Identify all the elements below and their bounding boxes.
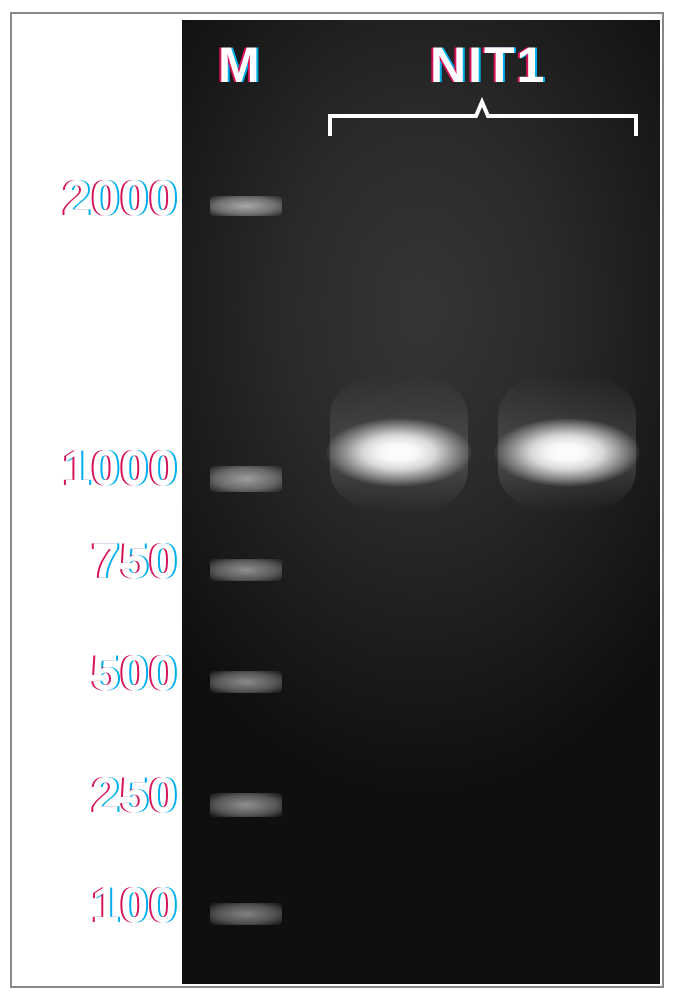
sample-bracket-path [330,102,636,136]
sample-bracket [182,20,660,160]
ladder-band [210,196,282,216]
ladder-band [210,559,282,581]
ladder-size-label: 750 [24,532,178,590]
ladder-size-label-text: 2000 [63,170,178,226]
ladder-band [210,466,282,492]
figure-frame: M NIT1 2000 1000 750 500 250 100 [10,12,664,988]
ladder-size-label-text: 500 [92,645,178,701]
ladder-size-label: 250 [24,766,178,824]
ladder-size-label-text: 250 [92,767,178,823]
ladder-size-label-text: 100 [92,877,178,933]
ladder-band [210,793,282,817]
ladder-size-label: 100 [24,876,178,934]
sample-band [492,404,642,492]
ladder-size-label: 2000 [24,169,178,227]
ladder-size-label: 1000 [24,439,178,497]
ladder-size-label-text: 750 [92,533,178,589]
ladder-size-label: 500 [24,644,178,702]
sample-band [324,404,474,492]
ladder-size-label-text: 1000 [63,440,178,496]
ladder-band [210,671,282,693]
gel-image: M NIT1 [182,20,660,984]
ladder-band [210,903,282,925]
